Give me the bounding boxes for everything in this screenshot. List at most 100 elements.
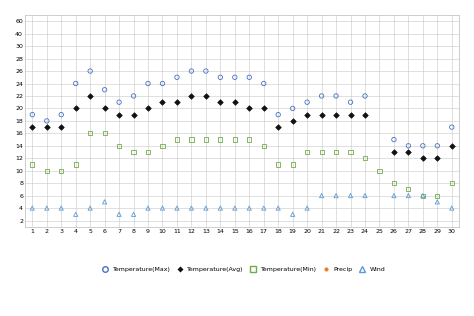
Point: [361, 112, 369, 117]
Point: [318, 94, 325, 99]
Point: [72, 81, 80, 86]
Point: [246, 137, 253, 142]
Point: [115, 143, 123, 148]
Point: [260, 106, 267, 111]
Point: [448, 205, 456, 210]
Point: [231, 75, 238, 80]
Point: [173, 75, 181, 80]
Point: [289, 212, 296, 217]
Point: [86, 131, 94, 136]
Point: [274, 125, 282, 130]
Point: [246, 106, 253, 111]
Point: [231, 205, 238, 210]
Point: [57, 112, 65, 117]
Point: [332, 149, 340, 155]
Point: [57, 205, 65, 210]
Point: [130, 112, 137, 117]
Point: [434, 193, 441, 198]
Legend: Temperature(Max), Temperature(Avg), Temperature(Min), Precip, Wind: Temperature(Max), Temperature(Avg), Temp…: [96, 264, 388, 275]
Point: [217, 100, 224, 105]
Point: [72, 106, 80, 111]
Point: [115, 100, 123, 105]
Point: [274, 162, 282, 167]
Point: [28, 162, 36, 167]
Point: [303, 112, 311, 117]
Point: [405, 143, 412, 148]
Point: [419, 193, 427, 198]
Point: [130, 212, 137, 217]
Point: [361, 94, 369, 99]
Point: [86, 205, 94, 210]
Point: [101, 131, 109, 136]
Point: [72, 162, 80, 167]
Point: [231, 100, 238, 105]
Point: [390, 149, 398, 155]
Point: [188, 69, 195, 74]
Point: [448, 125, 456, 130]
Point: [43, 168, 51, 173]
Point: [188, 137, 195, 142]
Point: [144, 81, 152, 86]
Point: [289, 106, 296, 111]
Point: [419, 143, 427, 148]
Point: [57, 168, 65, 173]
Point: [405, 193, 412, 198]
Point: [246, 205, 253, 210]
Point: [376, 168, 383, 173]
Point: [260, 143, 267, 148]
Point: [101, 87, 109, 92]
Point: [246, 75, 253, 80]
Point: [346, 100, 354, 105]
Point: [303, 205, 311, 210]
Point: [448, 181, 456, 186]
Point: [448, 143, 456, 148]
Point: [217, 137, 224, 142]
Point: [434, 156, 441, 161]
Point: [405, 149, 412, 155]
Point: [318, 149, 325, 155]
Point: [260, 205, 267, 210]
Point: [115, 212, 123, 217]
Point: [303, 149, 311, 155]
Point: [173, 100, 181, 105]
Point: [86, 69, 94, 74]
Point: [390, 193, 398, 198]
Point: [86, 94, 94, 99]
Point: [231, 137, 238, 142]
Point: [173, 137, 181, 142]
Point: [289, 162, 296, 167]
Point: [173, 205, 181, 210]
Point: [202, 94, 210, 99]
Point: [274, 205, 282, 210]
Point: [419, 193, 427, 198]
Point: [217, 205, 224, 210]
Point: [202, 137, 210, 142]
Point: [361, 193, 369, 198]
Point: [202, 205, 210, 210]
Point: [332, 193, 340, 198]
Point: [159, 100, 166, 105]
Point: [332, 112, 340, 117]
Point: [43, 205, 51, 210]
Point: [115, 112, 123, 117]
Point: [289, 118, 296, 124]
Point: [303, 100, 311, 105]
Point: [144, 149, 152, 155]
Point: [144, 205, 152, 210]
Point: [419, 156, 427, 161]
Point: [346, 112, 354, 117]
Point: [130, 94, 137, 99]
Point: [101, 199, 109, 204]
Point: [260, 81, 267, 86]
Point: [101, 106, 109, 111]
Point: [28, 205, 36, 210]
Point: [28, 125, 36, 130]
Point: [405, 187, 412, 192]
Point: [217, 75, 224, 80]
Point: [361, 156, 369, 161]
Point: [57, 125, 65, 130]
Point: [72, 212, 80, 217]
Point: [159, 81, 166, 86]
Point: [346, 193, 354, 198]
Point: [188, 94, 195, 99]
